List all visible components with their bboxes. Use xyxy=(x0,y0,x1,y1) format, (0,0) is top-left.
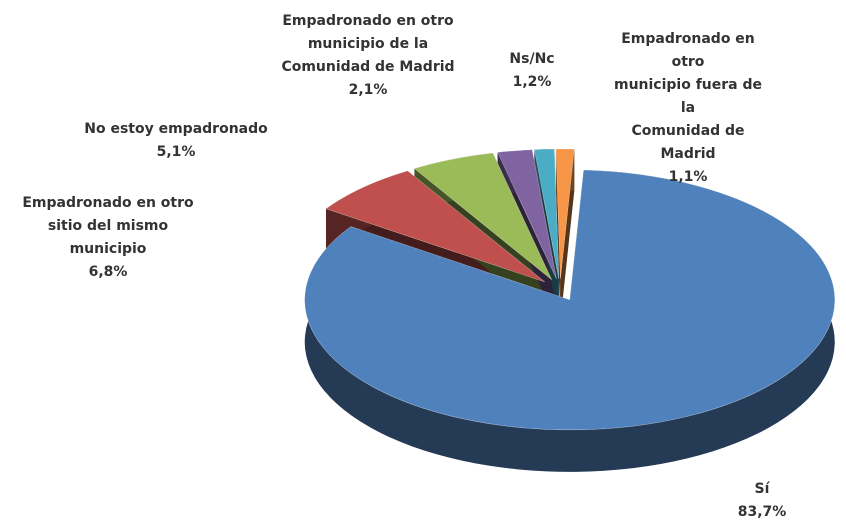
slice xyxy=(413,152,553,281)
slice xyxy=(534,148,560,280)
value-label: 2,1% xyxy=(348,82,388,98)
category-label: Sí xyxy=(754,481,770,497)
category-label: Empadronado en otro municipio de la Comu… xyxy=(281,13,455,75)
category-label: Ns/Nc xyxy=(509,51,555,67)
slice xyxy=(325,170,546,283)
slice xyxy=(555,148,575,280)
slice-wall xyxy=(555,149,561,322)
slice xyxy=(304,169,836,431)
slice-label: Ns/Nc 1,2% xyxy=(509,48,554,94)
value-label: 6,8% xyxy=(88,264,128,280)
slice-label: Empadronado en otro municipio de la Comu… xyxy=(281,10,454,102)
category-label: Empadronado en otro municipio fuera de l… xyxy=(613,31,763,162)
value-label: 1,1% xyxy=(668,169,708,185)
value-label: 5,1% xyxy=(156,144,196,160)
value-label: 83,7% xyxy=(737,504,787,520)
category-label: Empadronado en otro sitio del mismo muni… xyxy=(22,195,194,257)
slice-label: Empadronado en otro municipio fuera de l… xyxy=(609,28,767,189)
slice xyxy=(497,149,557,280)
category-label: No estoy empadronado xyxy=(84,121,268,137)
slice-label: No estoy empadronado 5,1% xyxy=(84,118,268,164)
slice-wall xyxy=(560,149,575,322)
slice-label: Sí 83,7% xyxy=(738,478,787,524)
value-label: 1,2% xyxy=(512,74,552,90)
slice-label: Empadronado en otro sitio del mismo muni… xyxy=(22,192,193,284)
